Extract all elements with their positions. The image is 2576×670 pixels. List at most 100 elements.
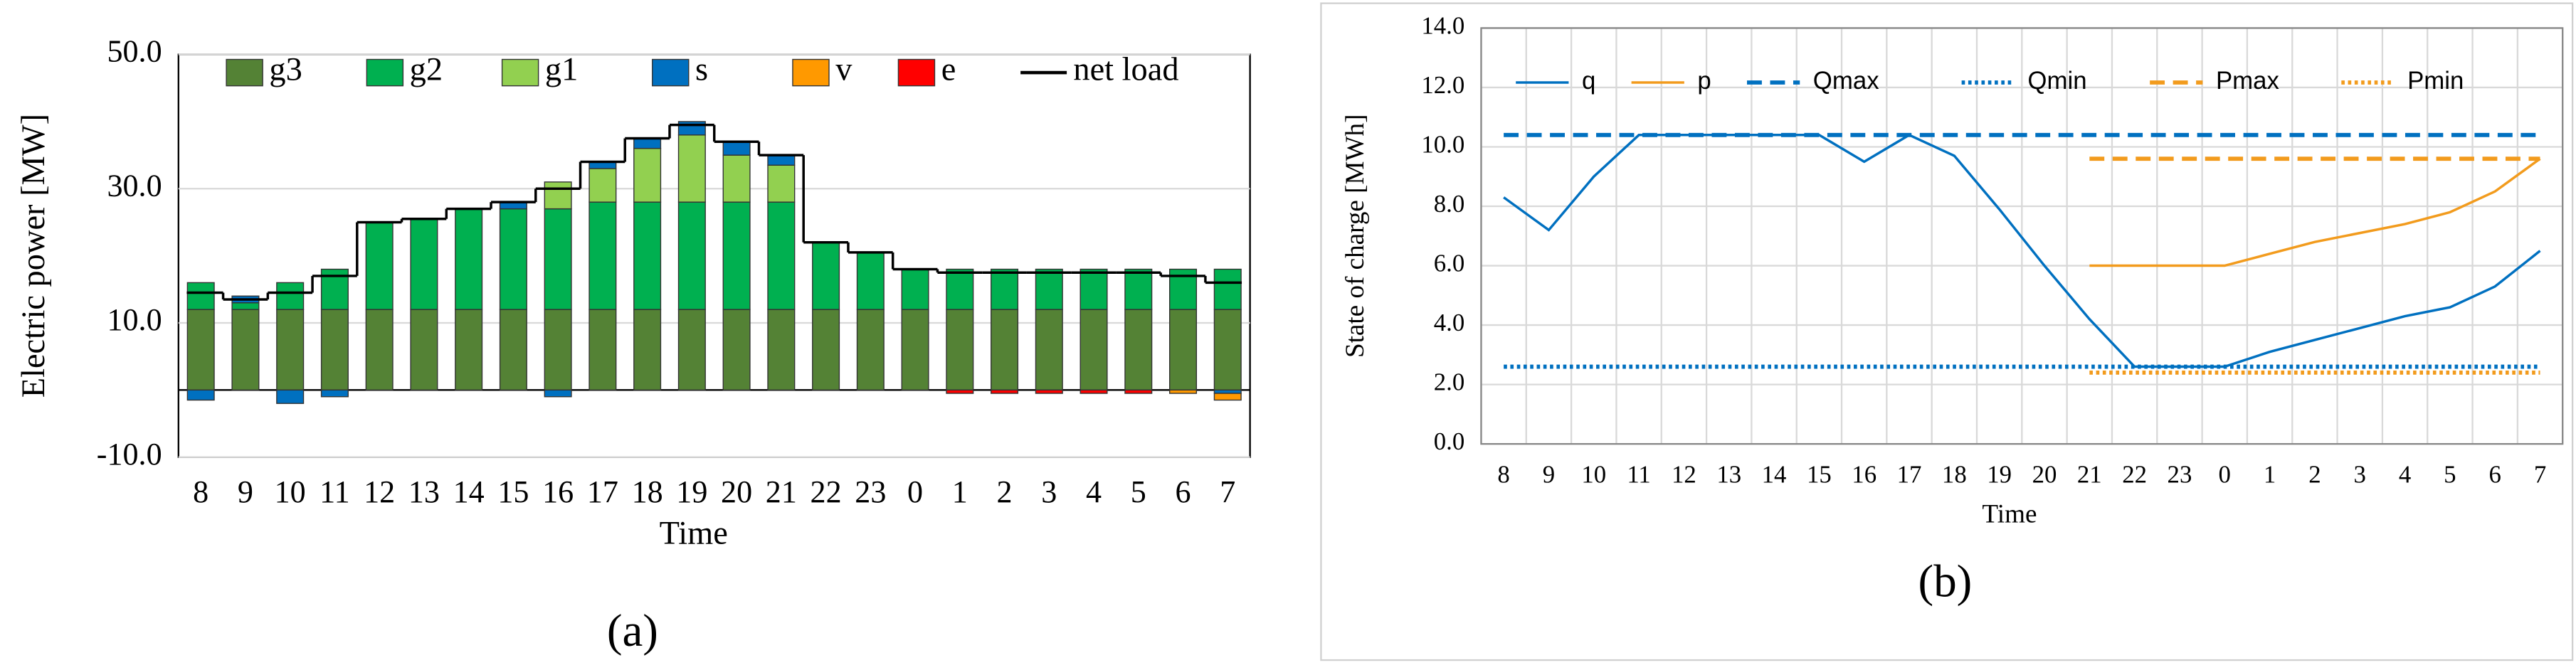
bar-segment (1080, 389, 1108, 394)
legend-label: Qmax (1813, 67, 1879, 95)
x-tick-label: 4 (1086, 474, 1102, 509)
bar-segment (1124, 268, 1153, 310)
bar-segment (901, 268, 929, 310)
x-tick-label: 2 (997, 474, 1013, 509)
bar-segment (544, 309, 572, 391)
x-tick-label: 18 (632, 474, 663, 509)
bar-segment (1213, 393, 1242, 401)
bar-segment (677, 309, 706, 391)
bar-segment (767, 164, 796, 203)
bar-segment (1213, 389, 1242, 394)
bar-segment (499, 309, 527, 391)
legend-label: p (1697, 67, 1711, 95)
bar-segment (186, 389, 215, 401)
x-tick-label: 8 (193, 474, 208, 509)
x-tick-label: 23 (855, 474, 886, 509)
x-tick-label: 10 (275, 474, 306, 509)
bar-segment (276, 282, 305, 310)
bar-segment (1124, 389, 1153, 394)
legend-label: s (695, 52, 708, 88)
bar-segment (231, 302, 260, 310)
legend-swatch (652, 58, 690, 87)
caption: (b) (1918, 556, 1973, 607)
bar-segment (1035, 309, 1063, 391)
bar-segment (1213, 309, 1242, 391)
x-tick-label: 21 (766, 474, 797, 509)
x-tick-label: 15 (497, 474, 529, 509)
x-tick-label: 6 (2489, 461, 2501, 489)
x-tick-label: 14 (1762, 461, 1787, 489)
x-tick-label: 9 (238, 474, 253, 509)
bar-segment (1080, 309, 1108, 391)
legend-label: e (941, 52, 956, 88)
x-tick-label: 17 (1897, 461, 1922, 489)
bar-segment (633, 201, 662, 310)
x-tick-label: 0 (907, 474, 923, 509)
legend-label: Pmin (2407, 67, 2464, 95)
x-axis-label: Time (660, 516, 728, 552)
x-tick-label: 14 (453, 474, 485, 509)
caption: (a) (607, 605, 658, 656)
bar-segment (901, 309, 929, 391)
bar-segment (1035, 389, 1063, 394)
bar-segment (767, 309, 796, 391)
x-tick-label: 7 (2534, 461, 2546, 489)
x-tick-label: 17 (587, 474, 618, 509)
x-tick-label: 16 (542, 474, 574, 509)
bar-segment (588, 168, 617, 203)
x-tick-label: 6 (1175, 474, 1191, 509)
bar-segment (633, 137, 662, 149)
bar-segment (677, 121, 706, 136)
bar-segment (991, 268, 1019, 310)
x-tick-label: 3 (2354, 461, 2366, 489)
series-line (2089, 157, 2541, 267)
x-tick-label: 13 (408, 474, 440, 509)
x-tick-label: 11 (320, 474, 349, 509)
bar-segment (1213, 268, 1242, 310)
legend-swatch (366, 58, 404, 87)
x-tick-label: 15 (1807, 461, 1832, 489)
bar-segment (499, 208, 527, 310)
bar-segment (633, 147, 662, 203)
bar-segment (544, 181, 572, 210)
legend-label: g1 (545, 52, 578, 88)
bar-segment (1035, 268, 1063, 310)
y-tick-label: 50.0 (107, 34, 162, 69)
bar-segment (544, 208, 572, 310)
x-tick-label: 1 (952, 474, 968, 509)
legend-label: g3 (269, 52, 302, 88)
legend-label: net load (1073, 52, 1178, 88)
y-tick-label: 8.0 (1434, 190, 1465, 218)
bar-segment (856, 309, 885, 391)
x-tick-label: 5 (1131, 474, 1146, 509)
y-axis-label: Electric power [MW] (16, 114, 52, 398)
bar-segment (186, 309, 215, 391)
bar-segment (588, 309, 617, 391)
bar-segment (1169, 389, 1198, 394)
x-tick-label: 1 (2264, 461, 2276, 489)
x-tick-label: 0 (2219, 461, 2231, 489)
bar-segment (276, 389, 305, 404)
x-tick-label: 7 (1220, 474, 1235, 509)
bar-segment (722, 154, 751, 203)
bar-segment (410, 218, 438, 310)
x-tick-label: 23 (2168, 461, 2192, 489)
x-tick-label: 19 (1987, 461, 2012, 489)
bar-segment (767, 154, 796, 166)
bar-segment (767, 201, 796, 310)
x-tick-label: 11 (1627, 461, 1651, 489)
y-tick-label: 14.0 (1421, 11, 1464, 39)
bar-segment (677, 201, 706, 310)
x-tick-label: 9 (1543, 461, 1555, 489)
bar-segment (677, 134, 706, 203)
bar-segment (633, 309, 662, 391)
x-tick-label: 20 (2032, 461, 2057, 489)
x-tick-label: 3 (1041, 474, 1057, 509)
bar-segment (231, 309, 260, 391)
bar-segment (1080, 268, 1108, 310)
legend-swatch (897, 58, 936, 87)
bar-segment (588, 201, 617, 310)
bar-segment (455, 208, 483, 310)
